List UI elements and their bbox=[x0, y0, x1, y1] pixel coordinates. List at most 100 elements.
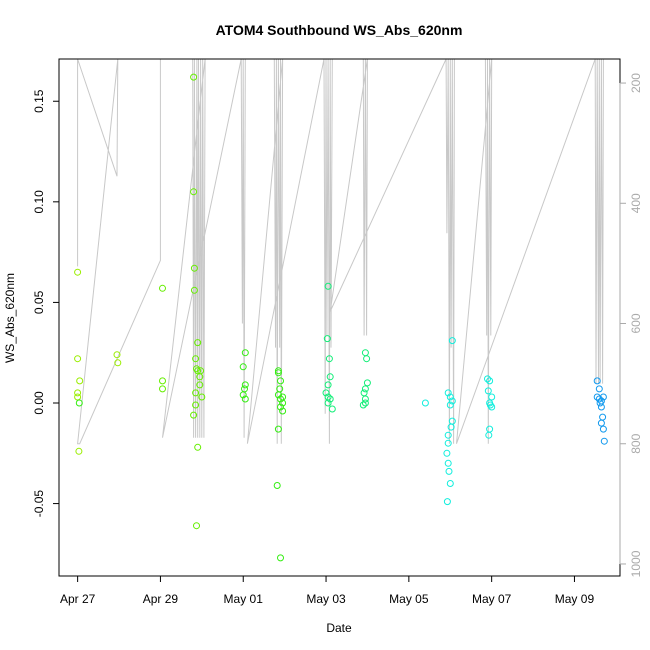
data-point bbox=[325, 355, 333, 363]
data-point bbox=[484, 375, 491, 383]
data-point bbox=[361, 349, 369, 357]
y-tick-label: 0.00 bbox=[32, 391, 46, 415]
data-point bbox=[114, 359, 122, 367]
data-point bbox=[324, 399, 332, 407]
data-point bbox=[159, 385, 166, 393]
data-point bbox=[443, 498, 451, 506]
data-point bbox=[241, 395, 249, 403]
data-point bbox=[421, 399, 429, 407]
data-point bbox=[198, 393, 206, 401]
right-tick-label: 600 bbox=[629, 313, 643, 333]
x-tick-label: May 05 bbox=[389, 592, 429, 606]
data-point bbox=[76, 377, 84, 385]
y-axis: -0.05 0.00 0.05 0.10 0.15 bbox=[32, 89, 60, 518]
data-point bbox=[324, 381, 332, 389]
data-point bbox=[74, 355, 82, 363]
data-point bbox=[445, 467, 453, 475]
data-point bbox=[446, 401, 454, 409]
data-point bbox=[595, 385, 603, 393]
data-point bbox=[194, 367, 202, 375]
x-axis-label: Date bbox=[326, 621, 352, 635]
data-point bbox=[241, 349, 249, 357]
right-tick-label: 200 bbox=[629, 73, 643, 93]
data-point bbox=[486, 377, 494, 385]
data-point bbox=[448, 397, 456, 405]
data-point bbox=[323, 335, 331, 343]
chart-title: ATOM4 Southbound WS_Abs_620nm bbox=[216, 22, 463, 38]
data-point bbox=[190, 286, 198, 294]
data-point bbox=[113, 351, 121, 359]
data-point bbox=[484, 387, 492, 395]
data-point bbox=[274, 369, 282, 377]
data-point bbox=[599, 413, 607, 421]
data-point bbox=[444, 459, 452, 467]
data-point bbox=[196, 381, 204, 389]
data-point bbox=[486, 401, 494, 409]
data-point bbox=[277, 554, 284, 562]
data-point bbox=[326, 395, 334, 403]
data-point bbox=[75, 447, 83, 455]
data-point bbox=[328, 405, 336, 413]
data-point bbox=[444, 439, 452, 447]
data-point bbox=[360, 389, 368, 397]
right-tick-label: 400 bbox=[629, 193, 643, 213]
data-point bbox=[274, 425, 282, 433]
data-point bbox=[190, 73, 198, 81]
data-point bbox=[159, 284, 166, 292]
data-point bbox=[326, 373, 334, 381]
data-point bbox=[274, 391, 282, 399]
data-point bbox=[190, 411, 198, 419]
data-point bbox=[273, 482, 281, 489]
y-tick-label: 0.10 bbox=[32, 190, 46, 214]
data-point bbox=[322, 389, 330, 397]
right-tick-label: 1000 bbox=[629, 550, 643, 577]
x-tick-label: May 07 bbox=[472, 592, 512, 606]
data-point bbox=[595, 395, 603, 403]
x-tick-label: May 03 bbox=[306, 592, 346, 606]
data-point bbox=[239, 391, 247, 399]
data-point bbox=[359, 401, 367, 409]
data-point bbox=[74, 393, 82, 401]
data-point bbox=[192, 355, 200, 363]
data-point bbox=[600, 437, 608, 445]
data-point bbox=[74, 268, 82, 276]
data-point bbox=[194, 339, 202, 347]
data-point bbox=[599, 425, 607, 433]
data-point bbox=[363, 379, 371, 387]
data-point bbox=[324, 282, 332, 290]
data-point bbox=[448, 337, 456, 345]
y-tick-label: -0.05 bbox=[32, 490, 46, 518]
data-point bbox=[361, 399, 369, 407]
data-point bbox=[274, 367, 282, 375]
y-axis-label: WS_Abs_620nm bbox=[3, 273, 17, 363]
data-point bbox=[193, 522, 200, 530]
y-tick-label: 0.15 bbox=[32, 89, 46, 113]
data-point bbox=[279, 399, 287, 407]
data-point bbox=[597, 403, 605, 411]
data-point bbox=[485, 431, 493, 439]
y-tick-label: 0.05 bbox=[32, 290, 46, 314]
data-point bbox=[239, 363, 247, 371]
x-axis: Apr 27 Apr 29 May 01 May 03 May 05 May 07 May … bbox=[60, 575, 594, 606]
data-point bbox=[597, 419, 605, 427]
data-point bbox=[277, 403, 284, 411]
data-point bbox=[599, 393, 607, 401]
point-layer bbox=[74, 73, 608, 562]
data-point bbox=[593, 377, 601, 385]
x-tick-label: Apr 29 bbox=[143, 592, 179, 606]
data-point bbox=[488, 403, 496, 411]
data-point bbox=[443, 449, 451, 457]
data-point bbox=[361, 385, 369, 393]
track-layer bbox=[77, 58, 604, 445]
data-point bbox=[192, 401, 200, 409]
x-tick-label: May 01 bbox=[224, 592, 264, 606]
data-point bbox=[159, 377, 166, 385]
data-point bbox=[486, 425, 494, 433]
right-tick-label: 800 bbox=[629, 433, 643, 453]
data-point bbox=[277, 395, 284, 403]
data-point bbox=[190, 264, 198, 272]
data-point bbox=[279, 407, 287, 415]
data-point bbox=[363, 355, 371, 363]
data-point bbox=[444, 389, 452, 397]
